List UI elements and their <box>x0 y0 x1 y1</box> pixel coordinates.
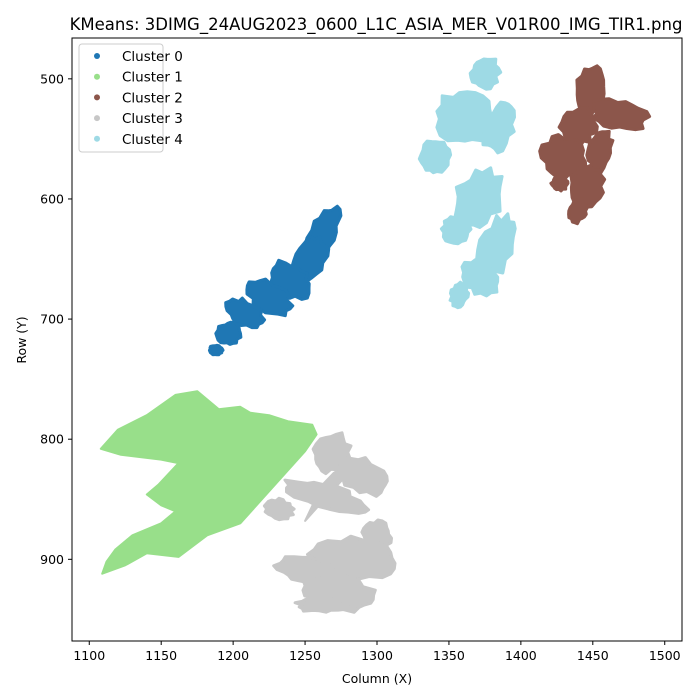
series-cluster-2 <box>262 431 397 614</box>
series-cluster-4 <box>538 64 652 226</box>
x-tick-label: 1450 <box>577 648 609 663</box>
cluster-region <box>448 280 471 310</box>
cluster-region <box>468 57 503 91</box>
cluster-region <box>567 197 589 226</box>
y-tick-label: 900 <box>40 552 64 567</box>
plot-area <box>99 57 652 614</box>
cluster-region <box>207 343 225 357</box>
legend-label: Cluster 1 <box>122 70 183 86</box>
cluster-region <box>439 211 473 246</box>
cluster-region <box>417 139 453 175</box>
x-tick-label: 1300 <box>361 648 393 663</box>
legend-label: Cluster 3 <box>122 111 183 127</box>
legend-marker <box>94 115 100 122</box>
legend-label: Cluster 0 <box>122 49 183 65</box>
legend-label: Cluster 4 <box>122 132 183 148</box>
series-cluster-3 <box>417 57 517 310</box>
cluster-region <box>460 258 500 298</box>
legend-marker <box>94 94 100 101</box>
y-axis: 500 600 700 800 900 <box>40 71 72 567</box>
cluster-region <box>214 320 243 346</box>
cluster-region <box>585 129 615 175</box>
cluster-region <box>262 496 296 522</box>
cluster-region <box>333 455 389 498</box>
y-tick-label: 500 <box>40 71 64 86</box>
y-axis-label: Row (Y) <box>14 316 29 363</box>
legend-marker <box>94 53 100 59</box>
cluster-region <box>452 166 504 229</box>
x-tick-label: 1100 <box>73 648 105 663</box>
cluster-region <box>99 390 318 575</box>
x-axis-label: Column (X) <box>342 671 412 686</box>
legend-box <box>78 43 164 153</box>
x-tick-label: 1500 <box>649 648 681 663</box>
cluster-region <box>283 478 371 515</box>
cluster-region <box>435 90 497 143</box>
x-tick-label: 1250 <box>289 648 321 663</box>
x-tick-label: 1150 <box>145 648 177 663</box>
y-tick-label: 600 <box>40 191 64 206</box>
cluster-region <box>481 100 516 155</box>
cluster-region <box>245 277 295 318</box>
y-tick-label: 700 <box>40 312 64 327</box>
x-axis: 1100 1150 1200 1250 1300 1350 1400 1450 1500 <box>73 641 681 663</box>
legend-marker <box>94 135 100 142</box>
x-tick-label: 1200 <box>217 648 249 663</box>
x-tick-label: 1400 <box>505 648 537 663</box>
series-cluster-1 <box>99 390 318 575</box>
legend-label: Cluster 2 <box>122 90 183 106</box>
y-tick-label: 800 <box>40 432 64 447</box>
cluster-region <box>591 97 652 132</box>
x-tick-label: 1350 <box>433 648 465 663</box>
legend-marker <box>94 73 100 80</box>
cluster-region <box>301 572 377 614</box>
legend: Cluster 0 Cluster 1 Cluster 2 Cluster 3 Clus… <box>78 43 183 153</box>
cluster-region <box>293 596 350 614</box>
series-cluster-0 <box>207 204 343 357</box>
cluster-region <box>224 296 267 330</box>
chart-title: KMeans: 3DIMG_24AUG2023_0600_L1C_ASIA_ME… <box>70 15 683 35</box>
cluster-region <box>549 174 570 193</box>
